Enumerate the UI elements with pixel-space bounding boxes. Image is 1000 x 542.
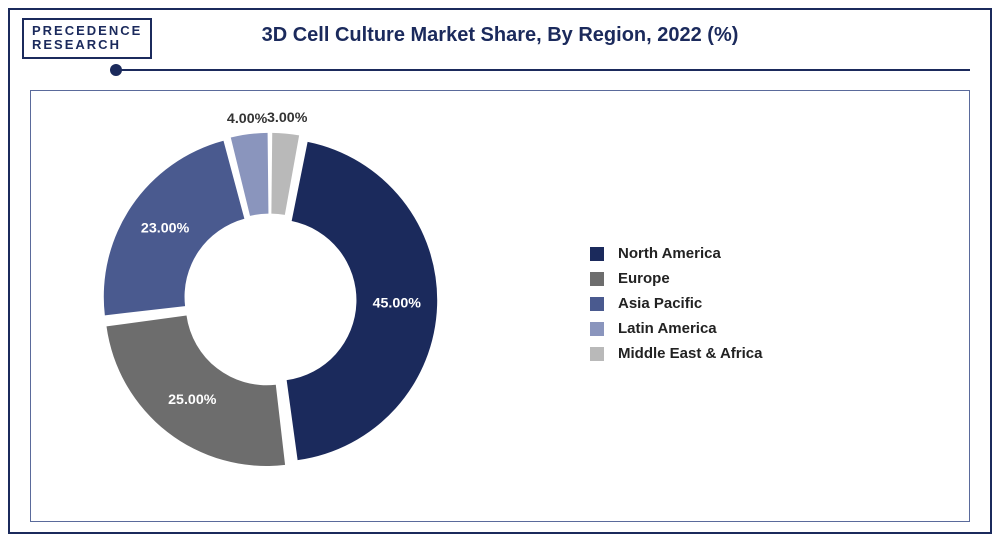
slice-label-3: 4.00% [227, 111, 268, 127]
slice-label-0: 45.00% [373, 296, 422, 312]
legend-label: Middle East & Africa [618, 345, 762, 362]
legend-swatch [590, 297, 604, 311]
brand-logo: PRECEDENCE RESEARCH [22, 18, 152, 59]
donut-chart: 45.00% 25.00% 23.00% 4.00%3.00% [80, 100, 460, 500]
legend-swatch [590, 322, 604, 336]
title-underline-line [118, 69, 970, 71]
legend-item: Middle East & Africa [590, 345, 762, 362]
legend-swatch [590, 272, 604, 286]
brand-logo-line1: PRECEDENCE [32, 24, 142, 38]
donut-svg: 45.00% 25.00% 23.00% 4.00%3.00% [80, 100, 460, 500]
slice-4 [271, 133, 299, 215]
brand-logo-line2: RESEARCH [32, 38, 142, 52]
legend-label: Asia Pacific [618, 295, 702, 312]
legend-item: Europe [590, 270, 762, 287]
slice-1 [107, 315, 286, 466]
title-underline [110, 64, 970, 76]
slice-label-1: 25.00% [168, 392, 217, 408]
legend-item: Asia Pacific [590, 295, 762, 312]
legend-swatch [590, 347, 604, 361]
slice-label-2: 23.00% [141, 220, 190, 236]
legend-label: North America [618, 245, 721, 262]
legend-item: North America [590, 245, 762, 262]
slice-label-4: 3.00% [267, 110, 308, 126]
legend-label: Latin America [618, 320, 717, 337]
legend-swatch [590, 247, 604, 261]
legend: North America Europe Asia Pacific Latin … [590, 245, 762, 370]
legend-label: Europe [618, 270, 670, 287]
legend-item: Latin America [590, 320, 762, 337]
